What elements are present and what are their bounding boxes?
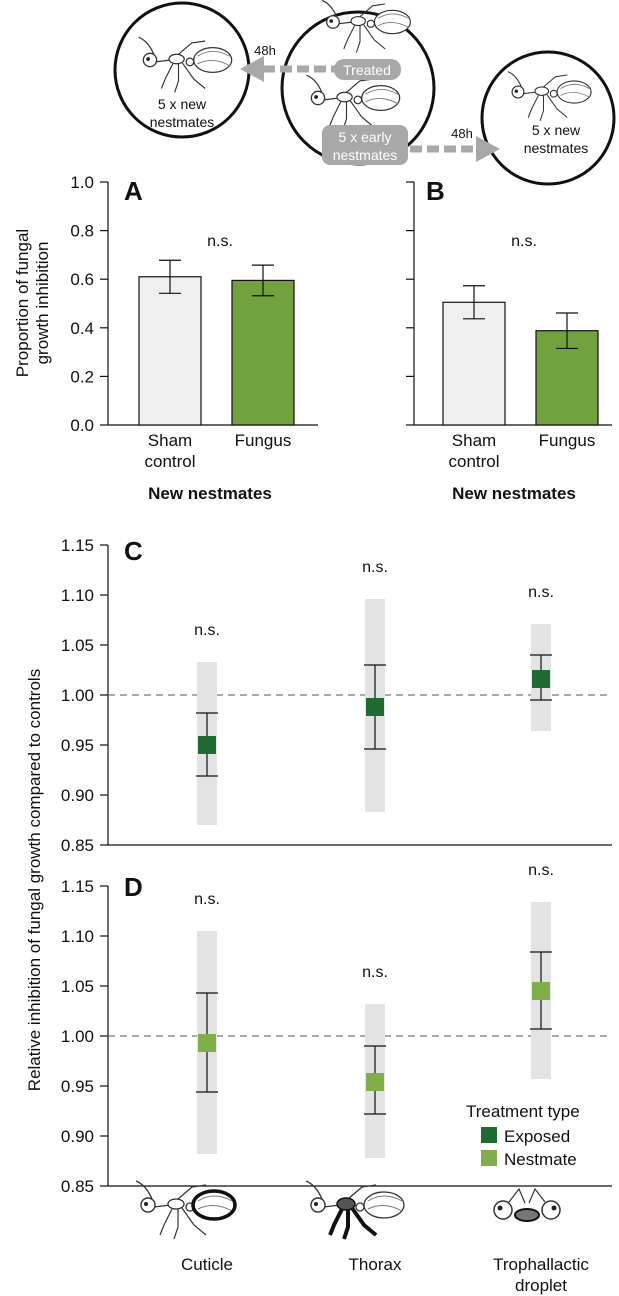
arrow-left-head bbox=[240, 56, 264, 82]
panel-d-y-tick-label: 1.00 bbox=[61, 1027, 94, 1046]
panel-c-chart: 0.85 0.90 0.95 1.00 1.05 1.10 1.15 n.s. n.s. n.s. bbox=[61, 536, 612, 855]
panel-a-xlabel: New nestmates bbox=[148, 484, 272, 503]
cuticle-icon bbox=[135, 1180, 237, 1240]
panel-a-x-tick-label: Fungus bbox=[235, 431, 292, 450]
thorax-icon bbox=[305, 1180, 405, 1240]
panel-b-xlabel: New nestmates bbox=[452, 484, 576, 503]
panel-a-x-tick-label: Sham bbox=[148, 431, 192, 450]
legend-swatch-exposed bbox=[481, 1127, 497, 1143]
panel-d-x-tick-label: Thorax bbox=[349, 1255, 402, 1274]
cd-ylabel: Relative inhibition of fungal growth com… bbox=[25, 669, 44, 1091]
panel-a-y-tick-label: 1.0 bbox=[70, 173, 94, 192]
early-label-box bbox=[322, 125, 408, 165]
panel-b-letter: B bbox=[426, 176, 445, 206]
panel-a-y-tick-label: 0.0 bbox=[70, 416, 94, 435]
panel-d-x-tick-label: droplet bbox=[515, 1276, 567, 1295]
panel-d-y-tick-label: 0.95 bbox=[61, 1077, 94, 1096]
panel-c-y-tick-label: 1.05 bbox=[61, 636, 94, 655]
panel-d-x-tick-label: Trophallactic bbox=[493, 1255, 589, 1274]
panel-b-x-tick-label: Sham bbox=[452, 431, 496, 450]
panel-a-y-tick-label: 0.8 bbox=[70, 222, 94, 241]
legend: Treatment type Exposed Nestmate bbox=[466, 1102, 580, 1169]
panel-d-y-tick-label: 1.05 bbox=[61, 977, 94, 996]
early-label-line2: nestmates bbox=[333, 147, 398, 163]
panel-d-annotation: n.s. bbox=[528, 862, 554, 879]
treated-label: Treated bbox=[343, 62, 391, 78]
panel-c-y-tick-label: 0.95 bbox=[61, 736, 94, 755]
panel-b-bar-sham-control bbox=[442, 301, 506, 426]
schematic: 5 x new nestmates 5 x new nestmates 48h … bbox=[113, 0, 616, 186]
panel-c-y-tick-label: 1.00 bbox=[61, 686, 94, 705]
panel-d-point bbox=[198, 1034, 216, 1052]
panel-c-annotation: n.s. bbox=[528, 584, 554, 601]
arrow-left-label: 48h bbox=[254, 43, 276, 58]
legend-swatch-nestmate bbox=[481, 1150, 497, 1166]
panel-c-annotation: n.s. bbox=[362, 559, 388, 576]
arrow-right-head bbox=[476, 136, 500, 162]
panel-d-y-tick-label: 0.90 bbox=[61, 1127, 94, 1146]
panel-a-y-tick-label: 0.6 bbox=[70, 270, 94, 289]
panel-b-annotation: n.s. bbox=[511, 233, 537, 250]
panel-d-chart: 0.85 0.90 0.95 1.00 1.05 1.10 1.15 n.s. Cuticle n… bbox=[61, 862, 612, 1295]
panel-a-annotation: n.s. bbox=[207, 233, 233, 250]
early-label-line1: 5 x early bbox=[339, 129, 392, 145]
panel-c-point bbox=[532, 670, 550, 688]
right-circle bbox=[480, 50, 616, 186]
panel-b-chart: Sham control Fungus bbox=[406, 181, 612, 471]
panel-d-letter: D bbox=[124, 872, 143, 902]
panel-c-y-tick-label: 1.10 bbox=[61, 586, 94, 605]
panel-d-y-tick-label: 1.10 bbox=[61, 927, 94, 946]
panel-a-ylabel-line1: Proportion of fungal bbox=[13, 229, 32, 377]
left-circle-line1: 5 x new bbox=[158, 96, 207, 112]
arrow-right-label: 48h bbox=[451, 126, 473, 141]
panel-a-bar-fungus bbox=[231, 279, 295, 426]
panel-a-y-tick-label: 0.2 bbox=[70, 367, 94, 386]
legend-title: Treatment type bbox=[466, 1102, 580, 1121]
panel-a-chart: 0.0 0.2 0.4 0.6 0.8 1.0 Sham control Fungus bbox=[70, 173, 318, 471]
panel-c-point bbox=[366, 698, 384, 716]
panel-a-bar-sham-control bbox=[138, 276, 202, 426]
panel-d-y-tick-label: 1.15 bbox=[61, 877, 94, 896]
panel-a-x-tick-label: control bbox=[144, 452, 195, 471]
panel-a-ylabel-line2: growth inhibition bbox=[33, 242, 52, 365]
panel-a-y-tick-label: 0.4 bbox=[70, 319, 94, 338]
panel-d-annotation: n.s. bbox=[362, 964, 388, 981]
panel-d-y-tick-label: 0.85 bbox=[61, 1177, 94, 1196]
left-circle-line2: nestmates bbox=[150, 114, 215, 130]
panel-c-letter: C bbox=[124, 536, 143, 566]
panel-d-point bbox=[532, 982, 550, 1000]
panel-c-y-tick-label: 0.85 bbox=[61, 836, 94, 855]
panel-b-x-tick-label: Fungus bbox=[539, 431, 596, 450]
panel-c-point bbox=[198, 736, 216, 754]
panel-c-y-tick-label: 0.90 bbox=[61, 786, 94, 805]
right-circle-line1: 5 x new bbox=[532, 122, 581, 138]
panel-a-letter: A bbox=[124, 176, 143, 206]
panel-b-x-tick-label: control bbox=[448, 452, 499, 471]
treated-label-box bbox=[334, 59, 401, 80]
panel-d-x-tick-label: Cuticle bbox=[181, 1255, 233, 1274]
trophallactic-droplet-icon bbox=[493, 1187, 561, 1222]
panel-c-annotation: n.s. bbox=[194, 622, 220, 639]
legend-label-nestmate: Nestmate bbox=[504, 1150, 577, 1169]
panel-d-point bbox=[366, 1073, 384, 1091]
panel-d-annotation: n.s. bbox=[194, 891, 220, 908]
legend-label-exposed: Exposed bbox=[504, 1127, 570, 1146]
panel-c-y-tick-label: 1.15 bbox=[61, 536, 94, 555]
right-circle-line2: nestmates bbox=[524, 140, 589, 156]
